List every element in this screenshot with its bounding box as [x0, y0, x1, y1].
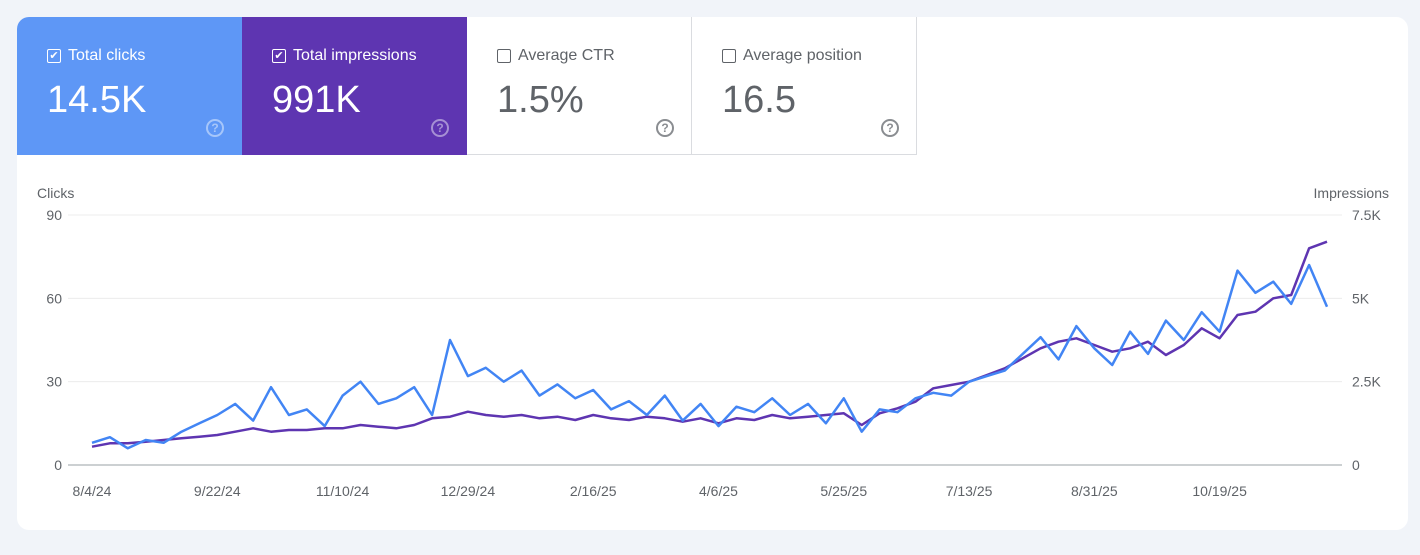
x-tick: 10/19/25: [1192, 483, 1247, 499]
y-tick-right: 7.5K: [1352, 207, 1381, 223]
y-tick-right: 2.5K: [1352, 374, 1381, 390]
metric-tile-total-clicks[interactable]: ✔ Total clicks 14.5K ?: [17, 17, 242, 155]
x-tick: 4/6/25: [699, 483, 738, 499]
help-circle-icon[interactable]: ?: [431, 119, 449, 137]
y-tick-right: 5K: [1352, 290, 1370, 306]
help-circle-icon[interactable]: ?: [656, 119, 674, 137]
y-axis-left-title: Clicks: [37, 185, 74, 201]
checkbox-checked-icon[interactable]: ✔: [272, 49, 286, 63]
metric-label: Total clicks: [68, 47, 146, 64]
x-tick: 12/29/24: [441, 483, 496, 499]
metric-value: 991K: [272, 79, 361, 121]
metric-value: 14.5K: [47, 79, 147, 121]
help-circle-icon[interactable]: ?: [881, 119, 899, 137]
performance-card: ✔ Total clicks 14.5K ? ✔ Total impressions…: [17, 17, 1408, 530]
metric-label: Average position: [743, 47, 862, 64]
checkbox-unchecked-icon[interactable]: [497, 49, 511, 63]
checkbox-checked-icon[interactable]: ✔: [47, 49, 61, 63]
metric-label: Total impressions: [293, 47, 417, 64]
metric-tiles: ✔ Total clicks 14.5K ? ✔ Total impressions…: [17, 17, 917, 155]
metric-tile-total-impressions[interactable]: ✔ Total impressions 991K ?: [242, 17, 467, 155]
x-tick: 8/31/25: [1071, 483, 1118, 499]
x-tick: 5/25/25: [820, 483, 867, 499]
metric-tile-average-position[interactable]: Average position 16.5 ?: [692, 17, 917, 155]
y-tick-right: 0: [1352, 457, 1360, 473]
help-circle-icon[interactable]: ?: [206, 119, 224, 137]
x-tick: 9/22/24: [194, 483, 241, 499]
x-tick: 11/10/24: [316, 483, 370, 499]
x-tick: 8/4/24: [73, 483, 112, 499]
x-tick: 7/13/25: [946, 483, 993, 499]
y-tick-left: 30: [46, 374, 62, 390]
y-tick-left: 60: [46, 290, 62, 306]
metric-tile-average-ctr[interactable]: Average CTR 1.5% ?: [467, 17, 692, 155]
y-tick-left: 0: [54, 457, 62, 473]
metric-label: Average CTR: [518, 47, 615, 64]
series-line-clicks: [91, 263, 1329, 450]
metric-value: 16.5: [722, 79, 796, 121]
y-axis-right-title: Impressions: [1314, 185, 1389, 201]
metric-value: 1.5%: [497, 79, 584, 121]
y-tick-left: 90: [46, 207, 62, 223]
checkbox-unchecked-icon[interactable]: [722, 49, 736, 63]
x-tick: 2/16/25: [570, 483, 617, 499]
